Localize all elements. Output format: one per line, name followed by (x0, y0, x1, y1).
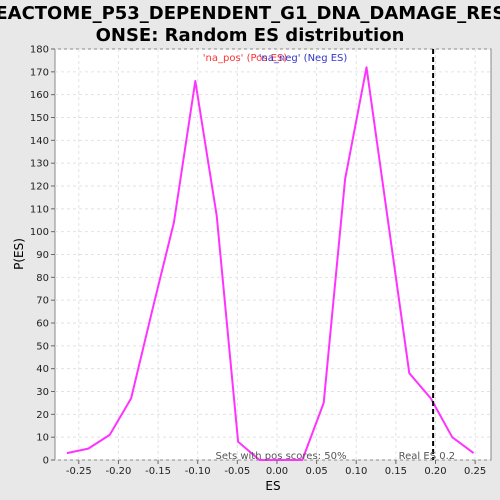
y-tick-label: 130 (30, 159, 49, 170)
x-tick-label: -0.20 (105, 466, 131, 477)
y-tick-label: 140 (30, 136, 49, 147)
y-tick-label: 170 (30, 67, 49, 78)
tick-labels: 0 10 20 30 40 50 60 70 80 90 100 110 120 130 140 150 160… (30, 45, 486, 478)
real-es-layer: Real ES 0.2 (399, 49, 455, 462)
y-tick-label: 110 (30, 204, 49, 215)
x-tick-label: 0.10 (345, 466, 367, 477)
y-tick-label: 10 (36, 433, 49, 444)
y-tick-label: 180 (30, 45, 49, 56)
footer-annotation: Sets with pos scores: 50% (216, 451, 347, 462)
y-tick-label: 40 (36, 364, 49, 375)
y-tick-label: 90 (36, 250, 49, 261)
y-tick-label: 80 (36, 273, 49, 284)
y-tick-label: 160 (30, 90, 49, 101)
chart-title-line2: ONSE: Random ES distribution (96, 25, 405, 46)
y-tick-label: 120 (30, 182, 49, 193)
x-tick-label: 0.00 (266, 466, 288, 477)
y-tick-label: 0 (43, 456, 49, 467)
x-tick-label: 0.25 (464, 466, 486, 477)
chart-title-line1: REACTOME_P53_DEPENDENT_G1_DNA_DAMAGE_RES… (0, 3, 500, 24)
y-tick-label: 50 (36, 341, 49, 352)
real-es-label: Real ES 0.2 (399, 451, 455, 462)
es-distribution-line (66, 66, 475, 461)
x-tick-label: 0.20 (424, 466, 446, 477)
x-tick-label: -0.25 (66, 466, 92, 477)
x-axis-label: ES (265, 479, 280, 493)
x-tick-label: 0.15 (385, 466, 407, 477)
y-tick-label: 70 (36, 296, 49, 307)
y-tick-label: 60 (36, 319, 49, 330)
x-tick-label: -0.10 (185, 466, 211, 477)
grid-lines (55, 48, 491, 461)
legend-neg-es: 'na_neg' (Neg ES) (259, 53, 348, 64)
series-layer (66, 66, 475, 461)
y-tick-label: 20 (36, 410, 49, 421)
x-tick-label: -0.05 (224, 466, 250, 477)
y-tick-label: 30 (36, 387, 49, 398)
legend-pos-es: 'na_pos' (Pos ES) (203, 53, 288, 64)
y-tick-label: 100 (30, 227, 49, 238)
y-tick-label: 150 (30, 113, 49, 124)
y-axis-label: P(ES) (12, 238, 26, 270)
x-tick-label: 0.05 (305, 466, 327, 477)
x-tick-label: -0.15 (145, 466, 171, 477)
